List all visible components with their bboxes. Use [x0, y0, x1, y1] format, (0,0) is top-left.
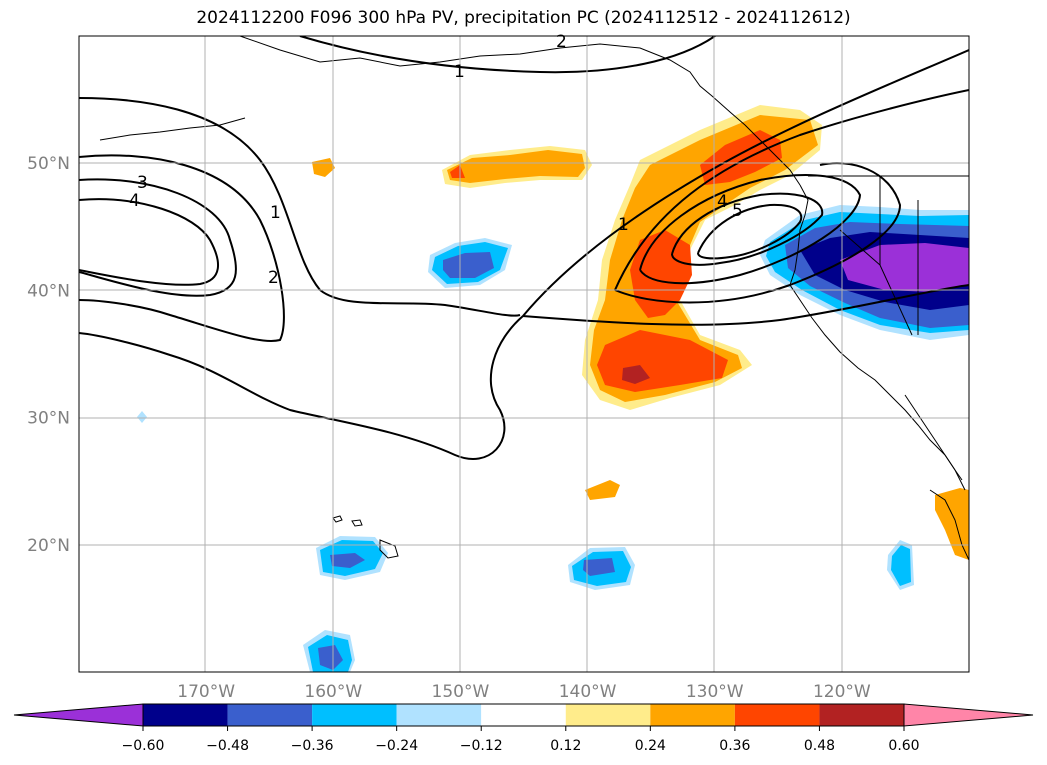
colorbar-tick-label: −0.48: [206, 738, 249, 754]
pv-label-4-trough: 4: [717, 192, 728, 212]
map-background: [79, 36, 969, 672]
pv-contour-4: [79, 198, 220, 286]
colorbar-box: [819, 704, 904, 726]
pv-label-2-west: 2: [268, 268, 279, 288]
pv-label-1-north: 1: [454, 62, 465, 82]
colorbar-box: [396, 704, 482, 726]
colorbar-outline: [142, 703, 905, 727]
coastline-baja: [904, 394, 963, 481]
colorbar-box: [227, 704, 313, 726]
precip-pos-small-1-high: [450, 165, 465, 178]
colorbar-box: [312, 704, 397, 726]
precip-neg-small-4-high: [318, 645, 343, 670]
precip-pos-small-3: [585, 480, 620, 500]
pv-contours: [79, 36, 969, 460]
colorbar-box: [734, 704, 820, 726]
pv-label-1-trough: 1: [618, 215, 629, 235]
colorbar-tick-label: 0.60: [888, 738, 919, 754]
pv-contour-1-pacific: [79, 315, 524, 460]
hawaii-1: [332, 515, 343, 523]
pv-label-4-west: 4: [129, 191, 140, 211]
pv-label-5-trough: 5: [732, 201, 743, 221]
colorbar-tick-label: 0.12: [550, 738, 581, 754]
precip-neg-small-3-high: [583, 558, 615, 576]
lon-label: 160°W: [304, 682, 362, 700]
precip-pos-max: [622, 365, 650, 384]
precip-pos-small-4: [935, 488, 969, 560]
pv-contour-2-west: [79, 154, 285, 342]
pv-contour-3-trough: [639, 174, 862, 285]
colorbar-box: [481, 704, 566, 726]
lon-label: 170°W: [177, 682, 235, 700]
colorbar-box: [143, 704, 228, 726]
colorbar-tick-label: −0.24: [375, 738, 418, 754]
precip-pos-small-1-mid: [447, 150, 585, 183]
map-title: 2024112200 F096 300 hPa PV, precipitatio…: [196, 8, 851, 28]
precip-neg-small-5-mid: [891, 545, 911, 586]
map-figure: 1 2 1 2 3 4 1 4 5 50°N 40°N 30°N 20°N 170°W…: [27, 32, 970, 700]
lon-label: 150°W: [432, 682, 490, 700]
colorbar-tick-label: −0.60: [122, 738, 165, 754]
pv-label-2-north: 2: [556, 32, 567, 52]
colorbar-tick-label: −0.36: [291, 738, 334, 754]
lat-label: 50°N: [27, 154, 70, 174]
hawaii-2: [351, 519, 363, 527]
lat-label: 20°N: [27, 536, 70, 556]
coastline-aleutians: [99, 117, 246, 141]
pv-contour-5-trough: [697, 203, 803, 260]
precip-positive-shading: [312, 105, 969, 560]
precip-neg-small-2-high: [330, 553, 365, 568]
pv-label-1-west: 1: [270, 203, 281, 223]
precip-pos-mid: [590, 115, 818, 402]
lat-label: 30°N: [27, 409, 70, 429]
gridlines: [79, 36, 969, 672]
lon-label: 120°W: [813, 682, 871, 700]
precip-pos-high-2: [630, 230, 692, 318]
colorbar-tick-label: 0.48: [804, 738, 835, 754]
colorbar-extend-max: [903, 703, 1034, 727]
pv-contour-1-north: [299, 36, 716, 74]
pv-label-3: 3: [137, 173, 148, 193]
colorbar-extend-min: [13, 703, 144, 727]
pv-contour-2-ridge: [614, 89, 969, 291]
colorbar-tick-label: 0.36: [719, 738, 750, 754]
pv-contour-1-west: [79, 97, 521, 317]
precip-neg-small-1-high: [443, 252, 494, 278]
colorbar-tick-label: −0.12: [460, 738, 503, 754]
lon-label: 130°W: [686, 682, 744, 700]
map-frame: [78, 35, 970, 673]
pv-contour-4-trough: [671, 192, 824, 266]
colorbar-box: [650, 704, 735, 726]
precip-neg-small-6: [137, 411, 147, 423]
coastline-alaska: [239, 36, 801, 186]
pv-contour-1-ridge: [522, 49, 969, 317]
pv-contour-2-trough: [614, 162, 902, 304]
border-states-3: [839, 229, 913, 336]
lon-label: 140°W: [559, 682, 617, 700]
mexico-coast: [929, 489, 969, 561]
colorbar-tick-label: 0.24: [635, 738, 666, 754]
pv-contour-3: [79, 178, 237, 297]
pv-contour-1-trough: [522, 284, 969, 326]
precip-neg-extreme: [840, 243, 969, 292]
colorbar-box: [565, 704, 651, 726]
lat-label: 40°N: [27, 281, 70, 301]
